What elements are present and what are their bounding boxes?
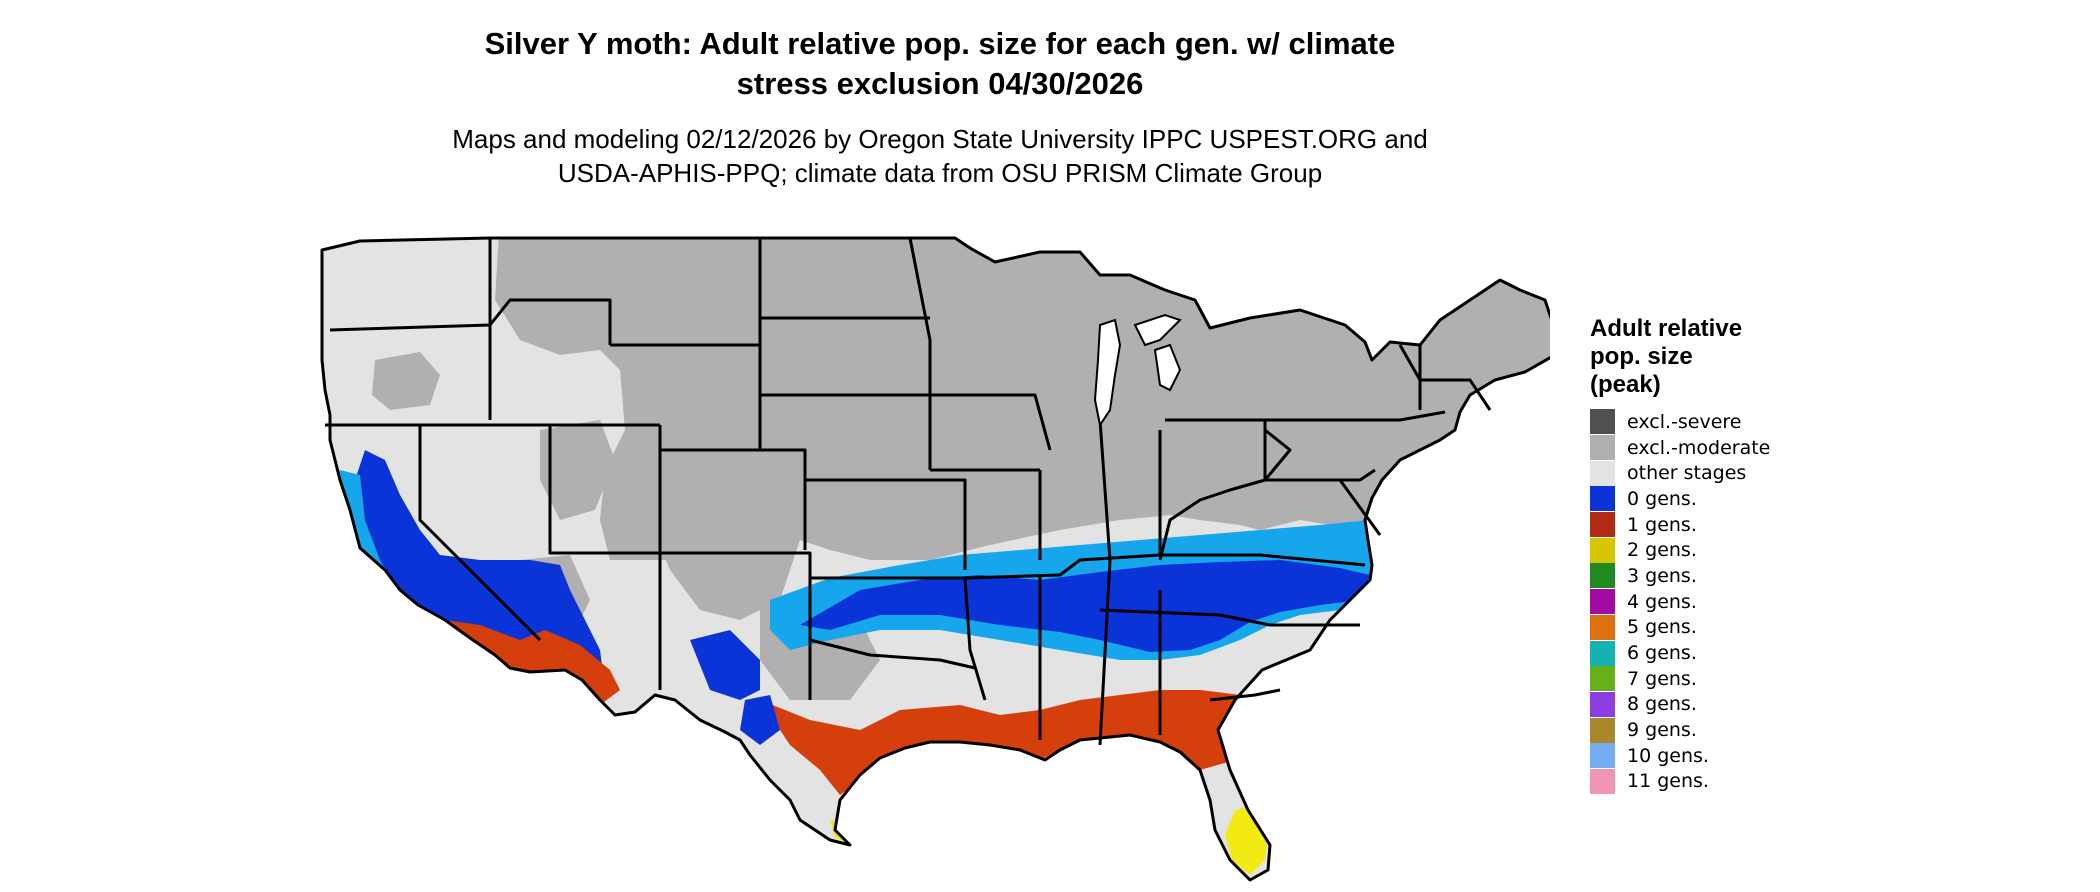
- legend-label: 10 gens.: [1627, 744, 1709, 767]
- legend-items: excl.-severe excl.-moderate other stages 0 …: [1590, 409, 1890, 794]
- legend-label: 7 gens.: [1627, 667, 1697, 690]
- legend-swatch: [1590, 743, 1615, 769]
- legend-label: 11 gens.: [1627, 770, 1709, 793]
- legend-label: 4 gens.: [1627, 590, 1697, 613]
- legend-item: excl.-moderate: [1590, 435, 1890, 461]
- legend-swatch: [1590, 666, 1615, 692]
- legend-title-line1: Adult relative: [1590, 315, 1743, 342]
- legend-item: 2 gens.: [1590, 537, 1890, 563]
- legend-swatch: [1590, 691, 1615, 717]
- legend-swatch: [1590, 435, 1615, 461]
- legend-swatch: [1590, 409, 1615, 435]
- legend-swatch: [1590, 768, 1615, 794]
- legend-swatch: [1590, 640, 1615, 666]
- legend-item: 1 gens.: [1590, 512, 1890, 538]
- legend-label: excl.-severe: [1627, 410, 1742, 433]
- legend-swatch: [1590, 512, 1615, 538]
- legend-item: 8 gens.: [1590, 691, 1890, 718]
- map-title: Silver Y moth: Adult relative pop. size …: [340, 24, 1540, 104]
- legend-title-line2: pop. size: [1590, 343, 1693, 370]
- legend-item: 4 gens.: [1590, 589, 1890, 615]
- legend-title: Adult relative pop. size (peak): [1590, 315, 1890, 399]
- legend-label: 8 gens.: [1627, 693, 1697, 716]
- legend-item: 5 gens.: [1590, 614, 1890, 641]
- map-title-line2: stress exclusion 04/30/2026: [736, 66, 1144, 101]
- legend-label: 9 gens.: [1627, 719, 1697, 742]
- legend-item: other stages: [1590, 460, 1890, 486]
- map-subtitle-line1: Maps and modeling 02/12/2026 by Oregon S…: [452, 124, 1428, 154]
- map-subtitle-line2: USDA-APHIS-PPQ; climate data from OSU PR…: [557, 158, 1323, 188]
- legend-item: 9 gens.: [1590, 717, 1890, 743]
- legend-swatch: [1590, 563, 1615, 589]
- legend-swatch: [1590, 460, 1615, 486]
- legend-swatch: [1590, 537, 1615, 563]
- map-title-line1: Silver Y moth: Adult relative pop. size …: [484, 26, 1396, 61]
- legend-swatch: [1590, 486, 1615, 512]
- map-subtitle: Maps and modeling 02/12/2026 by Oregon S…: [340, 122, 1540, 190]
- legend-label: 3 gens.: [1627, 564, 1697, 587]
- legend-title-line3: (peak): [1590, 371, 1661, 398]
- legend-label: 5 gens.: [1627, 616, 1697, 639]
- legend-item: excl.-severe: [1590, 409, 1890, 435]
- us-map: [320, 236, 1550, 882]
- legend-label: 0 gens.: [1627, 487, 1697, 510]
- legend-swatch: [1590, 717, 1615, 743]
- legend-swatch: [1590, 614, 1615, 640]
- legend-item: 6 gens.: [1590, 640, 1890, 666]
- legend-label: other stages: [1627, 462, 1747, 485]
- legend-item: 7 gens.: [1590, 666, 1890, 692]
- legend-swatch: [1590, 589, 1615, 615]
- legend-label: 6 gens.: [1627, 642, 1697, 665]
- legend-item: 3 gens.: [1590, 563, 1890, 589]
- legend-label: excl.-moderate: [1627, 436, 1771, 459]
- map-legend: Adult relative pop. size (peak) excl.-se…: [1590, 315, 1890, 794]
- legend-label: 2 gens.: [1627, 539, 1697, 562]
- legend-label: 1 gens.: [1627, 513, 1697, 536]
- legend-item: 11 gens.: [1590, 768, 1890, 795]
- legend-item: 10 gens.: [1590, 743, 1890, 769]
- legend-item: 0 gens.: [1590, 486, 1890, 512]
